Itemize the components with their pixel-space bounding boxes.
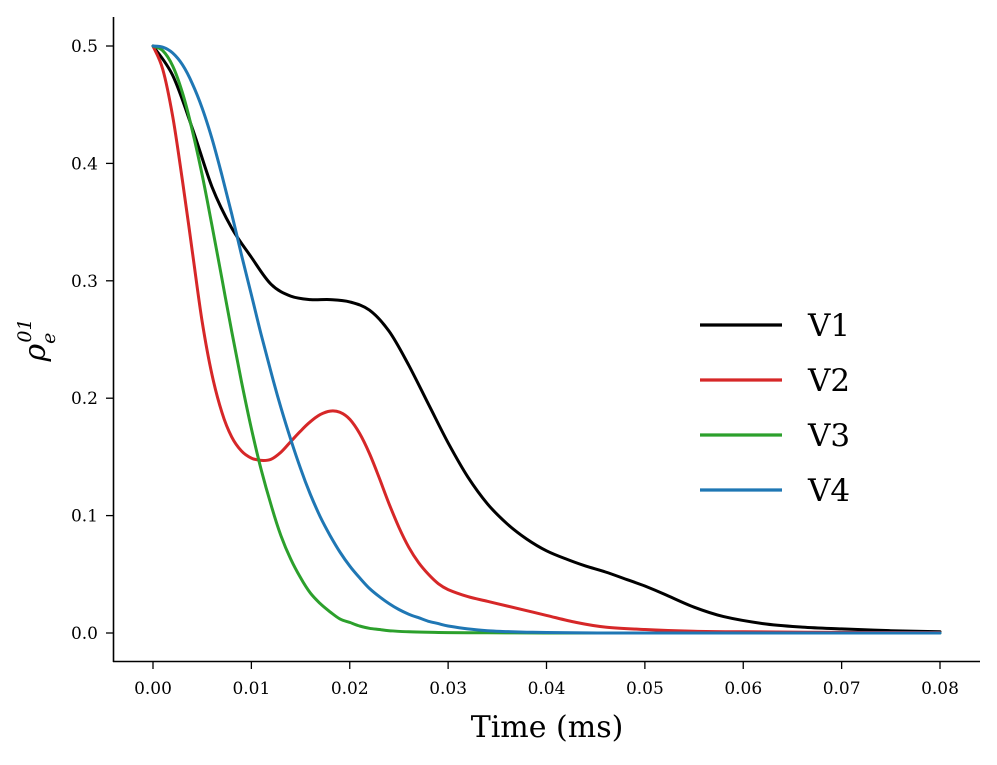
x-tick-label: 0.06 xyxy=(724,679,762,699)
legend-label: V4 xyxy=(807,473,850,509)
legend-label: V1 xyxy=(807,308,850,344)
legend-item-v4: V4 xyxy=(700,473,850,509)
x-axis-label: Time (ms) xyxy=(471,710,624,745)
x-tick-label: 0.00 xyxy=(134,679,172,699)
series-line-v4 xyxy=(151,44,942,635)
series-line-v3 xyxy=(151,44,942,635)
legend: V1 V2 V3 V4 xyxy=(700,308,850,509)
y-axis-label-base: ρ xyxy=(18,344,53,363)
y-axis-label-sub: e xyxy=(38,333,60,344)
x-tick-label: 0.01 xyxy=(232,679,270,699)
legend-item-v3: V3 xyxy=(700,418,850,454)
legend-item-v2: V2 xyxy=(700,363,850,399)
y-axis-label-sup: 01 xyxy=(14,318,36,342)
y-tick-label: 0.1 xyxy=(71,507,98,527)
y-axis-ticks: 0.0 0.1 0.2 0.3 0.4 0.5 xyxy=(71,37,113,644)
x-tick-label: 0.02 xyxy=(331,679,369,699)
y-axis-label: ρe01 xyxy=(14,318,60,362)
x-tick-label: 0.07 xyxy=(823,679,861,699)
series-line-v2 xyxy=(151,44,942,635)
x-axis-ticks: 0.00 0.01 0.02 0.03 0.04 0.05 0.06 0.07 0.08 xyxy=(134,662,959,699)
x-tick-label: 0.08 xyxy=(921,679,959,699)
series-line-v1 xyxy=(151,44,942,634)
y-tick-label: 0.2 xyxy=(71,389,98,409)
x-tick-label: 0.03 xyxy=(429,679,467,699)
plot-area xyxy=(151,44,942,635)
y-tick-label: 0.0 xyxy=(71,624,98,644)
y-tick-label: 0.4 xyxy=(71,154,98,174)
legend-item-v1: V1 xyxy=(700,308,850,344)
y-tick-label: 0.3 xyxy=(71,272,98,292)
x-tick-label: 0.04 xyxy=(528,679,566,699)
y-tick-label: 0.5 xyxy=(71,37,98,57)
x-tick-label: 0.05 xyxy=(626,679,664,699)
legend-label: V3 xyxy=(807,418,850,454)
legend-label: V2 xyxy=(807,363,850,399)
